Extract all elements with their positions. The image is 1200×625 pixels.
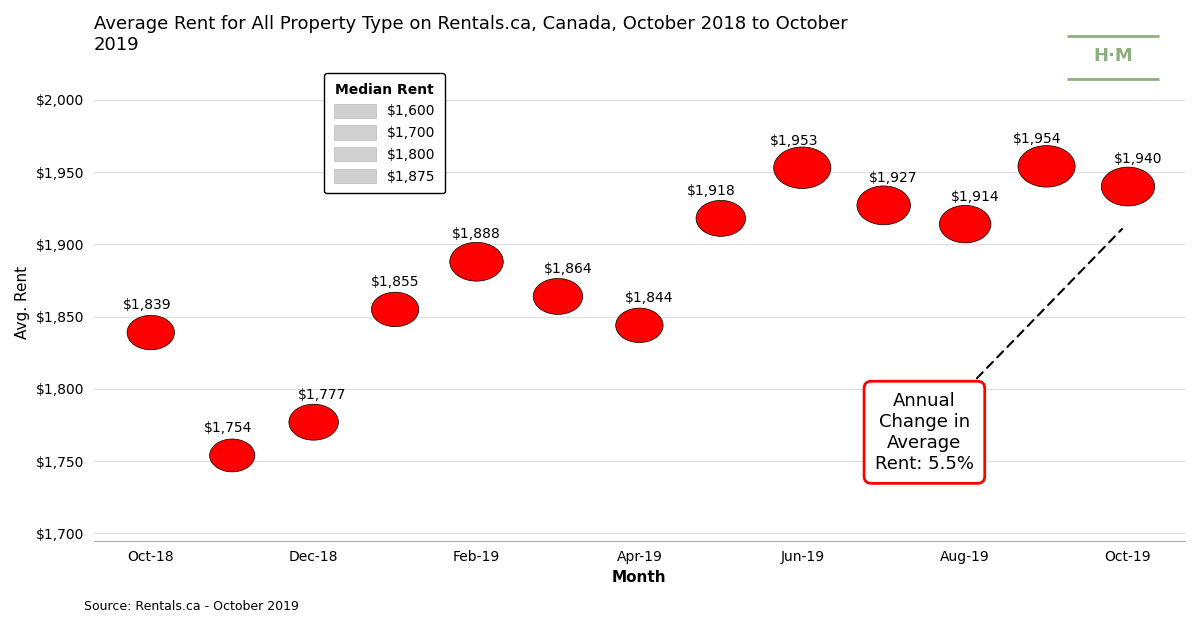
X-axis label: Month: Month	[612, 570, 667, 585]
Text: $1,918: $1,918	[686, 184, 736, 198]
Ellipse shape	[289, 404, 338, 440]
Y-axis label: Avg. Rent: Avg. Rent	[14, 266, 30, 339]
Ellipse shape	[616, 308, 664, 342]
Text: $1,864: $1,864	[544, 262, 592, 276]
Ellipse shape	[940, 206, 991, 243]
Ellipse shape	[696, 201, 745, 236]
Text: Source: Rentals.ca - October 2019: Source: Rentals.ca - October 2019	[84, 599, 299, 612]
Text: Annual
Change in
Average
Rent: 5.5%: Annual Change in Average Rent: 5.5%	[875, 229, 1122, 472]
Text: $1,754: $1,754	[204, 421, 252, 435]
Text: $1,927: $1,927	[869, 171, 918, 185]
Text: $1,839: $1,839	[122, 298, 172, 312]
Ellipse shape	[533, 279, 583, 314]
Text: $1,953: $1,953	[770, 134, 818, 148]
Text: $1,844: $1,844	[625, 291, 673, 305]
Text: $1,777: $1,777	[298, 388, 346, 402]
Legend: $1,600, $1,700, $1,800, $1,875: $1,600, $1,700, $1,800, $1,875	[324, 73, 445, 194]
Text: $1,855: $1,855	[371, 275, 419, 289]
Ellipse shape	[1018, 146, 1075, 187]
Ellipse shape	[1102, 167, 1154, 206]
Ellipse shape	[210, 439, 254, 472]
Ellipse shape	[774, 147, 830, 189]
Ellipse shape	[371, 292, 419, 327]
Text: Average Rent for All Property Type on Rentals.ca, Canada, October 2018 to Octobe: Average Rent for All Property Type on Re…	[94, 15, 847, 54]
Text: $1,914: $1,914	[950, 190, 1000, 204]
Text: $1,954: $1,954	[1013, 132, 1061, 146]
Text: $1,888: $1,888	[452, 228, 500, 241]
Text: $1,940: $1,940	[1114, 152, 1162, 166]
Ellipse shape	[857, 186, 911, 225]
Ellipse shape	[127, 316, 174, 350]
Ellipse shape	[450, 242, 503, 281]
Text: H·M: H·M	[1093, 48, 1133, 65]
